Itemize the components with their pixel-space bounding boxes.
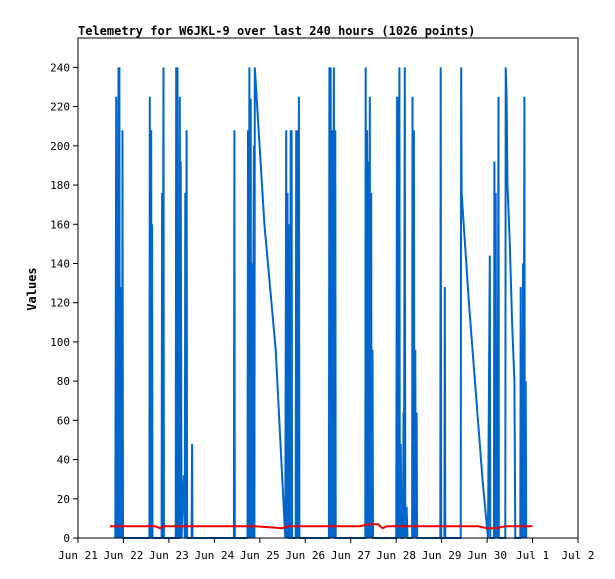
x-tick-label: Jun 23 bbox=[149, 549, 189, 562]
plot-marks bbox=[109, 67, 533, 539]
series-line-2 bbox=[109, 523, 533, 530]
x-tick-label: Jun 21 bbox=[58, 549, 98, 562]
y-tick-label: 200 bbox=[50, 140, 70, 153]
y-tick-label: 240 bbox=[50, 61, 70, 74]
axis-ticks: 0 20 40 60 80 100 120 140 160 180 200 220 240 Jun 21 J… bbox=[50, 61, 594, 562]
y-tick-label: 100 bbox=[50, 336, 70, 349]
x-tick-label: Jun 30 bbox=[467, 549, 507, 562]
y-tick-label: 40 bbox=[57, 454, 70, 467]
x-tick-label: Jun 29 bbox=[422, 549, 462, 562]
chart-title: Telemetry for W6JKL-9 over last 240 hour… bbox=[78, 24, 475, 38]
y-tick-label: 140 bbox=[50, 257, 70, 270]
y-tick-label: 220 bbox=[50, 101, 70, 114]
x-tick-label: Jun 28 bbox=[376, 549, 416, 562]
plot-frame bbox=[77, 37, 579, 539]
y-tick-label: 160 bbox=[50, 218, 70, 231]
x-tick-label: Jun 26 bbox=[285, 549, 325, 562]
y-tick-label: 120 bbox=[50, 297, 70, 310]
series-line-1 bbox=[114, 67, 528, 539]
x-tick-label: Jun 24 bbox=[194, 549, 234, 562]
x-tick-label: Jul 2 bbox=[561, 549, 594, 562]
y-axis-label: Values bbox=[25, 267, 39, 310]
x-tick-label: Jun 25 bbox=[240, 549, 280, 562]
x-tick-label: Jul 1 bbox=[516, 549, 549, 562]
y-tick-label: 80 bbox=[57, 375, 70, 388]
y-tick-label: 180 bbox=[50, 179, 70, 192]
y-tick-label: 60 bbox=[57, 414, 70, 427]
x-tick-label: Jun 27 bbox=[331, 549, 371, 562]
x-tick-label: Jun 22 bbox=[104, 549, 144, 562]
y-tick-label: 20 bbox=[57, 493, 70, 506]
y-tick-label: 0 bbox=[63, 532, 70, 545]
